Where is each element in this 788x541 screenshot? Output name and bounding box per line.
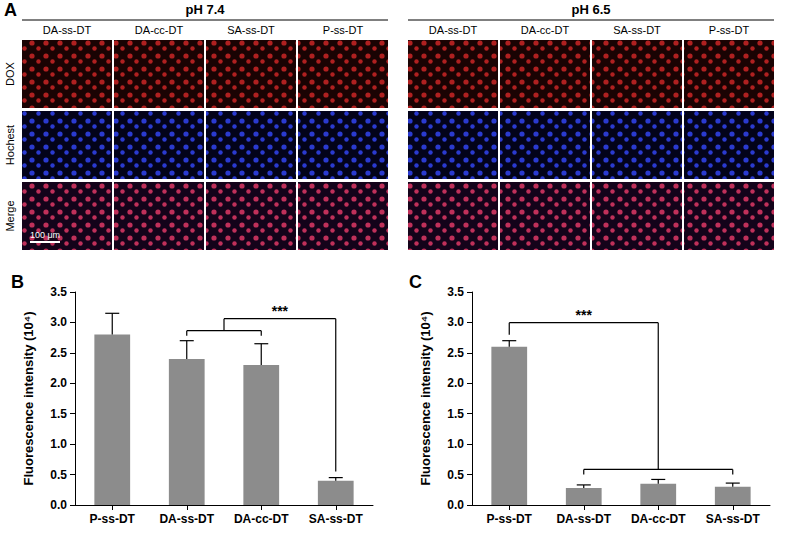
svg-text:SA-ss-DT: SA-ss-DT bbox=[613, 24, 661, 36]
svg-text:Fluorescence intensity (10⁴): Fluorescence intensity (10⁴) bbox=[418, 311, 433, 485]
svg-text:B: B bbox=[11, 272, 24, 292]
svg-text:DA-cc-DT: DA-cc-DT bbox=[631, 512, 686, 526]
svg-text:A: A bbox=[4, 0, 17, 20]
svg-text:Hochest: Hochest bbox=[4, 125, 16, 165]
svg-text:100 μm: 100 μm bbox=[30, 230, 60, 240]
svg-text:DA-ss-DT: DA-ss-DT bbox=[43, 24, 92, 36]
svg-text:DA-ss-DT: DA-ss-DT bbox=[429, 24, 478, 36]
svg-text:***: *** bbox=[576, 307, 593, 323]
svg-text:Merge: Merge bbox=[4, 200, 16, 231]
svg-text:2.0: 2.0 bbox=[447, 376, 464, 390]
svg-text:P-ss-DT: P-ss-DT bbox=[709, 24, 750, 36]
svg-text:DA-cc-DT: DA-cc-DT bbox=[521, 24, 570, 36]
svg-text:pH 7.4: pH 7.4 bbox=[185, 2, 225, 17]
svg-text:P-ss-DT: P-ss-DT bbox=[90, 512, 136, 526]
svg-text:DA-cc-DT: DA-cc-DT bbox=[234, 512, 289, 526]
svg-text:3.0: 3.0 bbox=[50, 315, 67, 329]
svg-text:3.5: 3.5 bbox=[447, 285, 464, 299]
svg-text:3.0: 3.0 bbox=[447, 315, 464, 329]
svg-text:***: *** bbox=[272, 303, 289, 319]
svg-text:2.5: 2.5 bbox=[447, 346, 464, 360]
svg-text:DA-ss-DT: DA-ss-DT bbox=[556, 512, 611, 526]
svg-text:2.5: 2.5 bbox=[50, 346, 67, 360]
svg-text:SA-ss-DT: SA-ss-DT bbox=[706, 512, 761, 526]
svg-text:DA-ss-DT: DA-ss-DT bbox=[159, 512, 214, 526]
svg-text:1.0: 1.0 bbox=[50, 437, 67, 451]
svg-text:DA-cc-DT: DA-cc-DT bbox=[135, 24, 184, 36]
svg-text:P-ss-DT: P-ss-DT bbox=[487, 512, 533, 526]
svg-text:1.0: 1.0 bbox=[447, 437, 464, 451]
svg-text:0.5: 0.5 bbox=[447, 468, 464, 482]
svg-text:3.5: 3.5 bbox=[50, 285, 67, 299]
svg-text:2.0: 2.0 bbox=[50, 376, 67, 390]
svg-text:0.5: 0.5 bbox=[50, 468, 67, 482]
svg-text:pH 6.5: pH 6.5 bbox=[571, 2, 610, 17]
svg-text:DOX: DOX bbox=[4, 61, 16, 86]
svg-text:C: C bbox=[409, 272, 422, 292]
svg-text:0.0: 0.0 bbox=[50, 498, 67, 512]
svg-text:1.5: 1.5 bbox=[50, 407, 67, 421]
svg-text:Fluorescence intensity (10⁴): Fluorescence intensity (10⁴) bbox=[21, 311, 36, 485]
svg-text:0.0: 0.0 bbox=[447, 498, 464, 512]
svg-text:SA-ss-DT: SA-ss-DT bbox=[227, 24, 275, 36]
svg-text:SA-ss-DT: SA-ss-DT bbox=[309, 512, 364, 526]
svg-text:P-ss-DT: P-ss-DT bbox=[323, 24, 364, 36]
svg-text:1.5: 1.5 bbox=[447, 407, 464, 421]
